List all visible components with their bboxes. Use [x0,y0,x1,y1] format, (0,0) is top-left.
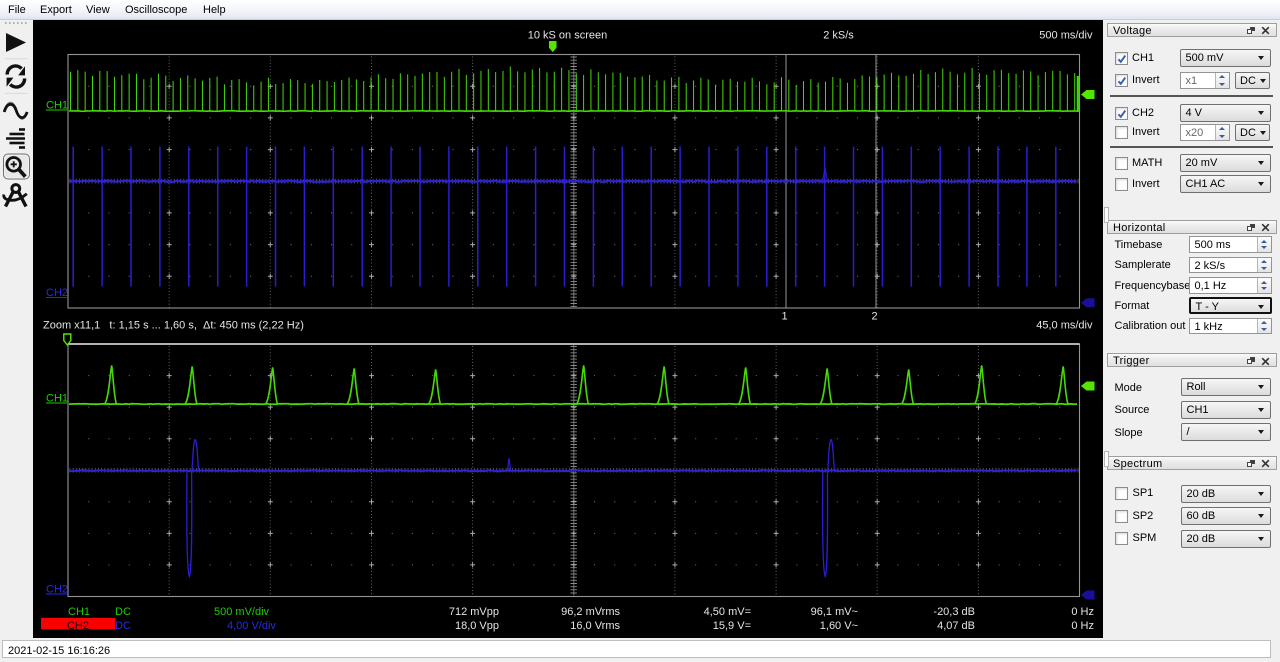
svg-text:15,9 V=: 15,9 V= [713,620,751,632]
svg-text:DC: DC [115,606,131,618]
svg-text:96,1 mV~: 96,1 mV~ [811,606,858,618]
svg-text:CH1: CH1 [68,606,90,618]
svg-text:16,0 Vrms: 16,0 Vrms [570,620,620,632]
svg-text:DC: DC [115,620,131,632]
svg-text:2: 2 [871,311,877,323]
svg-text:45,0 ms/div: 45,0 ms/div [1036,320,1093,332]
svg-text:96,2 mVrms: 96,2 mVrms [561,606,620,618]
svg-text:712 mVpp: 712 mVpp [449,606,499,618]
svg-text:10 kS on screen: 10 kS on screen [528,30,608,42]
svg-text:4,00 V/div: 4,00 V/div [227,620,276,632]
svg-text:CH1: CH1 [46,100,68,112]
svg-text:18,0 Vpp: 18,0 Vpp [455,620,499,632]
svg-text:CH1: CH1 [46,393,68,405]
svg-text:Zoom x11,1 t: 1,15 s ... 1,6: Zoom x11,1 t: 1,15 s ... 1,60 s, Δt: 450… [43,320,304,332]
svg-text:CH2: CH2 [67,620,89,632]
svg-text:1: 1 [781,311,787,323]
svg-text:500 ms/div: 500 ms/div [1039,30,1093,42]
svg-text:0 Hz: 0 Hz [1071,620,1094,632]
svg-text:2 kS/s: 2 kS/s [823,30,854,42]
svg-text:4,07 dB: 4,07 dB [937,620,975,632]
svg-text:-20,3 dB: -20,3 dB [933,606,975,618]
svg-text:CH2: CH2 [46,584,68,596]
svg-text:0 Hz: 0 Hz [1071,606,1094,618]
svg-text:500 mV/div: 500 mV/div [214,606,270,618]
svg-text:CH2: CH2 [46,287,68,299]
svg-text:1,60 V~: 1,60 V~ [820,620,858,632]
svg-text:4,50 mV=: 4,50 mV= [704,606,751,618]
